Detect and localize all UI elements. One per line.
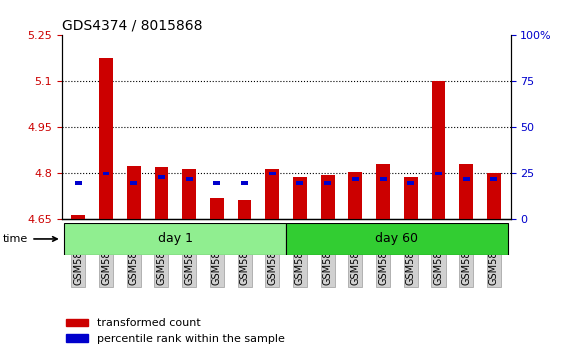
Bar	[352, 177, 359, 181]
Bar	[324, 181, 331, 184]
Bar	[158, 175, 165, 179]
Bar	[130, 181, 137, 184]
Bar	[297, 181, 304, 184]
Bar	[210, 198, 224, 219]
Bar	[404, 177, 418, 219]
Bar	[348, 172, 362, 219]
Legend: transformed count, percentile rank within the sample: transformed count, percentile rank withi…	[62, 314, 289, 348]
Bar	[75, 181, 82, 184]
Bar	[154, 167, 168, 219]
Bar	[186, 177, 192, 181]
Bar	[99, 58, 113, 219]
Bar	[269, 172, 275, 175]
Text: day 1: day 1	[158, 233, 193, 245]
Bar	[265, 169, 279, 219]
Bar	[103, 172, 109, 175]
Bar	[380, 177, 387, 181]
Bar	[487, 173, 501, 219]
Bar	[238, 200, 251, 219]
Bar	[407, 181, 414, 184]
Bar	[213, 181, 220, 184]
Text: GDS4374 / 8015868: GDS4374 / 8015868	[62, 19, 202, 33]
Text: day 60: day 60	[375, 233, 419, 245]
Bar	[182, 169, 196, 219]
Bar	[71, 215, 85, 219]
Bar	[321, 175, 334, 219]
Bar	[435, 172, 442, 175]
Bar	[463, 177, 470, 181]
Bar	[127, 166, 141, 219]
Bar	[490, 177, 498, 181]
FancyBboxPatch shape	[286, 223, 508, 255]
Bar	[459, 164, 473, 219]
Bar	[376, 164, 390, 219]
Bar	[241, 181, 248, 184]
Bar	[293, 177, 307, 219]
Bar	[431, 81, 445, 219]
Text: time: time	[3, 234, 57, 244]
FancyBboxPatch shape	[65, 223, 286, 255]
